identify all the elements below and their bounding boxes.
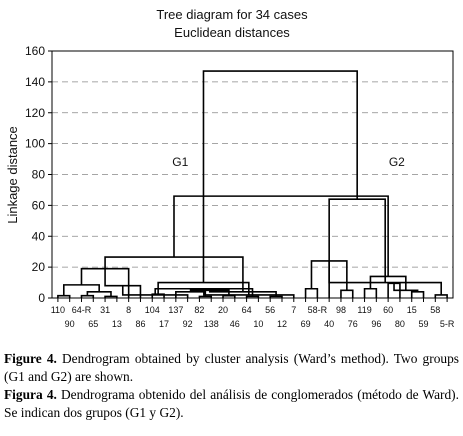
group-label: G1 — [172, 155, 188, 169]
leaf-label: 137 — [168, 305, 183, 315]
y-tick-label: 140 — [25, 75, 45, 89]
dendrogram-link — [173, 195, 389, 277]
y-tick-label: 40 — [32, 229, 46, 243]
y-tick-labels: 0 20 40 60 80 100 120 140 160 — [25, 44, 52, 305]
leaf-label: 8 — [126, 305, 131, 315]
dendrogram-link — [104, 256, 244, 292]
caption-spanish: Figura 4. Dendrograma obtenido del análi… — [4, 386, 459, 422]
group-labels: G1 G2 — [172, 155, 405, 169]
leaf-label: 92 — [183, 319, 193, 329]
caption-spanish-label: Figura 4. — [4, 387, 57, 402]
leaf-label: 12 — [277, 319, 287, 329]
leaf-label: 17 — [159, 319, 169, 329]
leaf-label: 10 — [253, 319, 263, 329]
y-tick-label: 20 — [32, 260, 46, 274]
dendrogram-link — [340, 289, 354, 298]
leaf-label: 31 — [100, 305, 110, 315]
leaf-label: 104 — [145, 305, 160, 315]
caption-spanish-text: Dendrograma obtenido del análisis de con… — [4, 387, 459, 420]
dendrogram-link — [363, 287, 378, 298]
leaf-label: 76 — [348, 319, 358, 329]
dendrogram-link — [203, 288, 295, 298]
y-tick-label: 160 — [25, 44, 45, 58]
figure-caption: Figure 4. Dendrogram obtained by cluster… — [4, 350, 459, 422]
leaf-label: 86 — [135, 319, 145, 329]
caption-english-text: Dendrogram obtained by cluster analysis … — [4, 351, 459, 384]
leaf-label: 40 — [324, 319, 334, 329]
dendrogram-link — [434, 294, 448, 298]
chart-title: Tree diagram for 34 cases — [156, 7, 308, 22]
dendrogram-link — [202, 70, 358, 283]
caption-english-label: Figure 4. — [4, 351, 57, 366]
dendrogram-chart: Tree diagram for 34 cases Euclidean dist… — [5, 7, 455, 329]
dendrogram-link — [410, 291, 425, 298]
leaf-label: 65 — [88, 319, 98, 329]
grid-lines — [52, 81, 453, 268]
leaf-label: 119 — [357, 305, 371, 315]
leaf-label: 110 — [51, 305, 65, 315]
leaf-label: 96 — [371, 319, 381, 329]
y-tick-label: 100 — [25, 137, 45, 151]
y-tick-label: 0 — [38, 291, 45, 305]
leaf-label: 15 — [407, 305, 417, 315]
dendrogram-links — [57, 70, 448, 298]
dendrogram-link — [304, 287, 319, 298]
chart-subtitle: Euclidean distances — [174, 25, 290, 40]
leaf-label: 59 — [419, 319, 429, 329]
leaf-label: 46 — [230, 319, 240, 329]
group-label: G2 — [389, 155, 405, 169]
leaf-label: 90 — [65, 319, 75, 329]
leaf-label: 138 — [204, 319, 219, 329]
leaf-label: 60 — [383, 305, 393, 315]
y-tick-label: 120 — [25, 106, 45, 120]
dendrogram-link — [157, 281, 250, 295]
y-tick-label: 60 — [32, 198, 46, 212]
leaf-label: 64-R — [72, 305, 92, 315]
leaf-label: 20 — [218, 305, 228, 315]
dendrogram-link — [121, 285, 189, 298]
leaf-label: 69 — [301, 319, 311, 329]
caption-english: Figure 4. Dendrogram obtained by cluster… — [4, 350, 459, 386]
dendrogram-link — [62, 284, 100, 296]
leaf-label: 5-R — [440, 319, 455, 329]
leaf-labels: 1109064-R6531138861041713792821382046641… — [51, 298, 455, 329]
leaf-label: 80 — [395, 319, 405, 329]
dendrogram-link — [369, 275, 407, 291]
leaf-label: 56 — [265, 305, 275, 315]
leaf-label: 82 — [194, 305, 204, 315]
leaf-label: 98 — [336, 305, 346, 315]
dendrogram-link — [189, 289, 230, 296]
leaf-label: 64 — [242, 305, 252, 315]
leaf-label: 58 — [430, 305, 440, 315]
y-axis-label: Linkage distance — [5, 126, 20, 224]
leaf-label: 13 — [112, 319, 122, 329]
leaf-label: 58-R — [308, 305, 328, 315]
leaf-label: 7 — [291, 305, 296, 315]
plot-frame — [51, 50, 454, 299]
y-tick-label: 80 — [32, 168, 46, 182]
